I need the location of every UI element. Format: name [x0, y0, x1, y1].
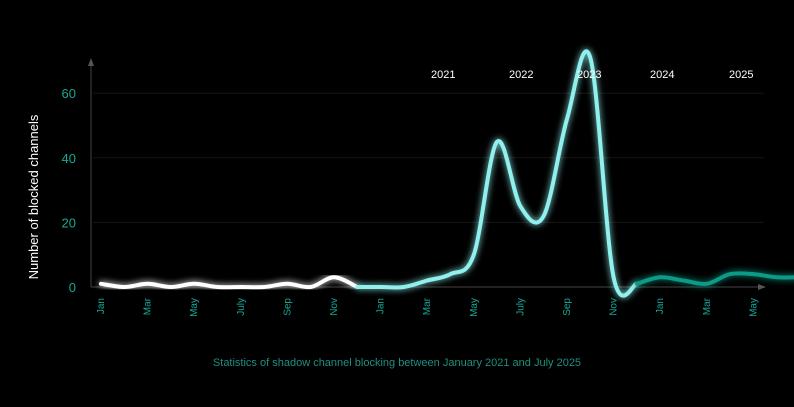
legend-item-2022: 2022 — [471, 69, 533, 81]
legend: 2021 2022 2023 2024 2025 — [393, 69, 753, 81]
y-tick-label: 60 — [62, 86, 76, 101]
x-tick-label: May — [469, 298, 480, 317]
legend-label: 2025 — [729, 69, 753, 81]
x-tick-label: Mar — [702, 297, 713, 315]
x-tick-label: Jan — [96, 298, 107, 314]
legend-label: 2021 — [431, 69, 455, 81]
legend-item-2024: 2024 — [612, 69, 674, 81]
series-line-2022 — [355, 49, 639, 298]
series-lines — [99, 49, 794, 298]
axes: 0 20 40 60 Jan Mar May July Sep Nov Jan Mar May July S… — [62, 58, 766, 317]
y-tick-label: 20 — [62, 215, 76, 230]
series-line-2023 — [634, 271, 794, 286]
legend-label: 2024 — [650, 69, 674, 81]
x-tick-label: Sep — [562, 298, 573, 316]
x-tick-label: July — [515, 298, 526, 316]
x-tick-label: Mar — [143, 297, 154, 315]
x-tick-label: May — [748, 298, 759, 317]
legend-item-2025: 2025 — [691, 69, 753, 81]
x-tick-label: Jan — [655, 298, 666, 314]
legend-item-2023: 2023 — [539, 69, 601, 81]
x-tick-label: May — [189, 298, 200, 317]
x-axis-arrow-icon — [758, 284, 766, 290]
legend-label: 2022 — [509, 69, 533, 81]
x-tick-label: July — [236, 298, 247, 316]
x-tick-label: Mar — [422, 297, 433, 315]
y-axis-label: Number of blocked channels — [26, 114, 41, 279]
y-axis-arrow-icon — [88, 58, 94, 66]
x-tick-label: Sep — [282, 298, 293, 316]
series-line-2021 — [99, 275, 360, 290]
legend-item-2021: 2021 — [393, 69, 455, 81]
x-tick-label: Nov — [609, 298, 620, 316]
y-tick-label: 0 — [69, 280, 76, 295]
legend-label: 2023 — [577, 69, 601, 81]
y-tick-label: 40 — [62, 151, 76, 166]
x-tick-label: Nov — [329, 298, 340, 316]
chart-caption: Statistics of shadow channel blocking be… — [212, 357, 582, 369]
x-tick-label: Jan — [376, 298, 387, 314]
